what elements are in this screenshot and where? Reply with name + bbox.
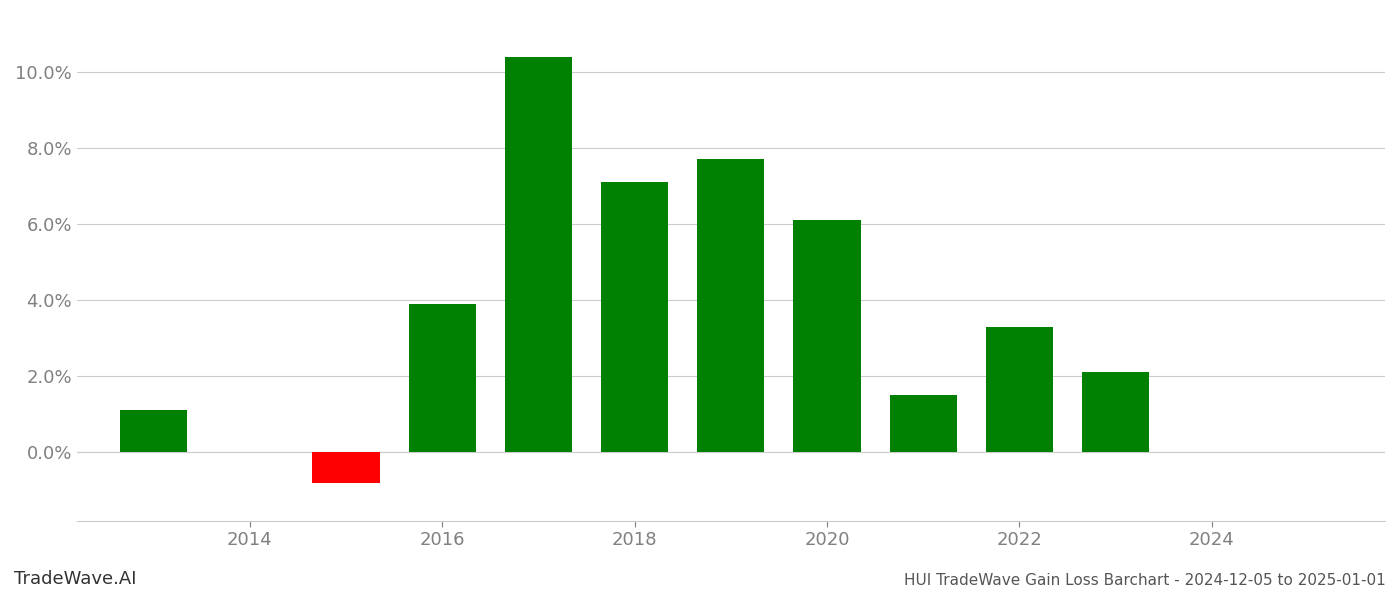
Text: TradeWave.AI: TradeWave.AI [14, 570, 137, 588]
Bar [505, 57, 573, 452]
Bar [409, 304, 476, 452]
Bar [794, 220, 861, 452]
Bar [120, 410, 188, 452]
Bar [697, 160, 764, 452]
Text: HUI TradeWave Gain Loss Barchart - 2024-12-05 to 2025-01-01: HUI TradeWave Gain Loss Barchart - 2024-… [904, 573, 1386, 588]
Bar [601, 182, 668, 452]
Bar [986, 327, 1053, 452]
Bar [312, 452, 379, 482]
Bar [889, 395, 956, 452]
Bar [1082, 373, 1149, 452]
